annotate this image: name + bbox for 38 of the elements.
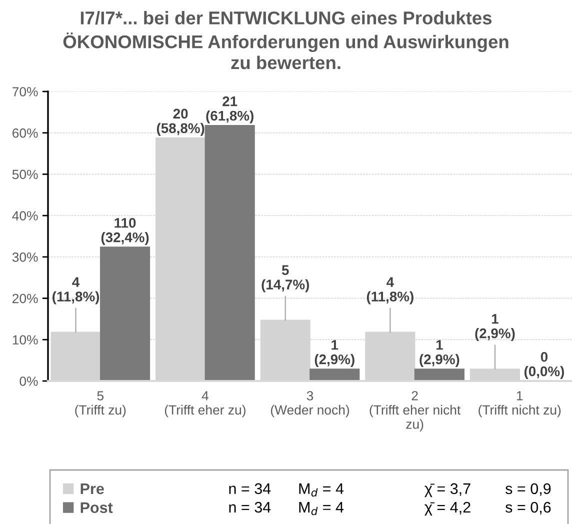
data-label: 5 (14,7%) (262, 265, 309, 292)
y-tick-label: 70% (12, 87, 38, 96)
data-label: 1 (2,9%) (475, 314, 515, 342)
y-tick-label: 10% (12, 335, 38, 345)
bar (100, 246, 150, 381)
data-label: 110 (32,4%) (101, 218, 149, 246)
data-label: 1 (2,9%) (420, 340, 460, 368)
x-tick-label: 2 (Trifft eher nicht zu) (370, 391, 461, 432)
data-label: 0 (0,0%) (524, 352, 564, 379)
data-label: 4 (11,8%) (366, 277, 414, 304)
y-tick-label: 60% (12, 128, 38, 138)
x-tick-label: 3 (Weder noch) (270, 391, 350, 418)
text: s = 0,6 (506, 502, 551, 514)
x-tick-label: 4 (Trifft eher zu) (164, 391, 246, 418)
data-label: 1 (2,9%) (314, 340, 354, 368)
y-tick-label: 50% (12, 170, 38, 180)
bar (414, 368, 464, 381)
text: M$_{d}$ = 4 (299, 502, 344, 516)
text: M$_{d}$ = 4 (299, 483, 344, 497)
text: n = 34 (229, 502, 271, 513)
y-tick-label: 40% (12, 211, 38, 220)
data-label: 20 (58,8%) (156, 108, 204, 136)
bar (204, 124, 255, 381)
x-tick-label: 1 (Trifft nicht zu) (478, 391, 561, 418)
data-label: 21 (61,8%) (206, 96, 254, 124)
bar (310, 368, 360, 381)
text: s = 0,9 (506, 483, 551, 496)
chart-title: I7/I7*... bei der ENTWICKLUNG eines Produktes ÖKONOMISCHE Anforderungen und Auswirkungen zu bewerten. (63, 11, 508, 70)
y-tick-label: 20% (12, 294, 38, 304)
y-tick-label: 0% (20, 376, 38, 386)
y-tick-label: 30% (12, 252, 38, 262)
data-label: 4 (11,8%) (52, 277, 100, 304)
legend-label: Post (80, 502, 113, 514)
text: χ̄ = 3,7 (424, 483, 470, 498)
text: n = 34 (229, 483, 271, 494)
legend-label: Pre (80, 484, 104, 494)
x-tick-label: 5 (Trifft zu) (75, 391, 126, 418)
text: χ̄ = 4,2 (424, 502, 470, 516)
